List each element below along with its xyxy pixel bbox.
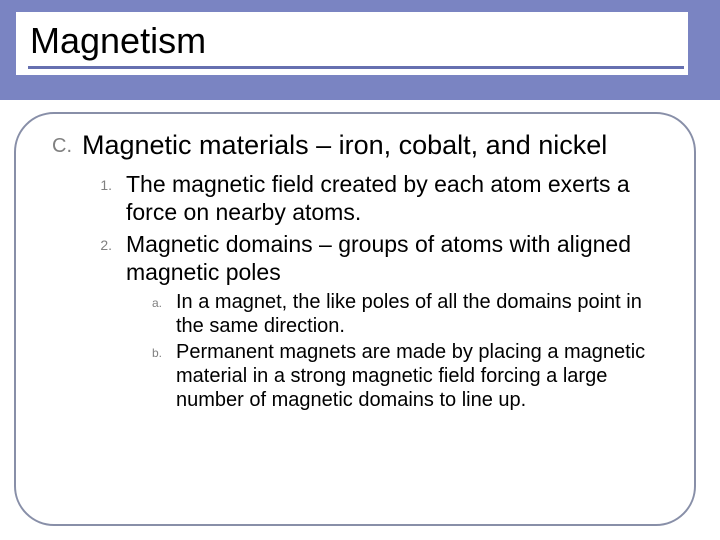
slide-title: Magnetism bbox=[30, 20, 674, 62]
outline-marker: C. bbox=[36, 130, 82, 162]
outline-marker: 2. bbox=[86, 230, 126, 286]
outline-text: Permanent magnets are made by placing a … bbox=[176, 340, 666, 412]
outline-item-c: C. Magnetic materials – iron, cobalt, an… bbox=[36, 130, 666, 162]
content-frame: C. Magnetic materials – iron, cobalt, an… bbox=[14, 112, 696, 526]
title-underline bbox=[28, 66, 684, 69]
outline-item-1: 1. The magnetic field created by each at… bbox=[86, 170, 666, 226]
outline-item-2b: b. Permanent magnets are made by placing… bbox=[136, 340, 666, 412]
outline-item-2a: a. In a magnet, the like poles of all th… bbox=[136, 290, 666, 338]
outline-text: In a magnet, the like poles of all the d… bbox=[176, 290, 666, 338]
outline-marker: b. bbox=[136, 340, 176, 412]
outline-text: Magnetic domains – groups of atoms with … bbox=[126, 230, 666, 286]
outline-marker: 1. bbox=[86, 170, 126, 226]
title-box: Magnetism bbox=[16, 12, 688, 75]
outline-item-2: 2. Magnetic domains – groups of atoms wi… bbox=[86, 230, 666, 286]
slide: Magnetism C. Magnetic materials – iron, … bbox=[0, 0, 720, 540]
outline-text: The magnetic field created by each atom … bbox=[126, 170, 666, 226]
outline-marker: a. bbox=[136, 290, 176, 338]
outline-text: Magnetic materials – iron, cobalt, and n… bbox=[82, 130, 607, 162]
